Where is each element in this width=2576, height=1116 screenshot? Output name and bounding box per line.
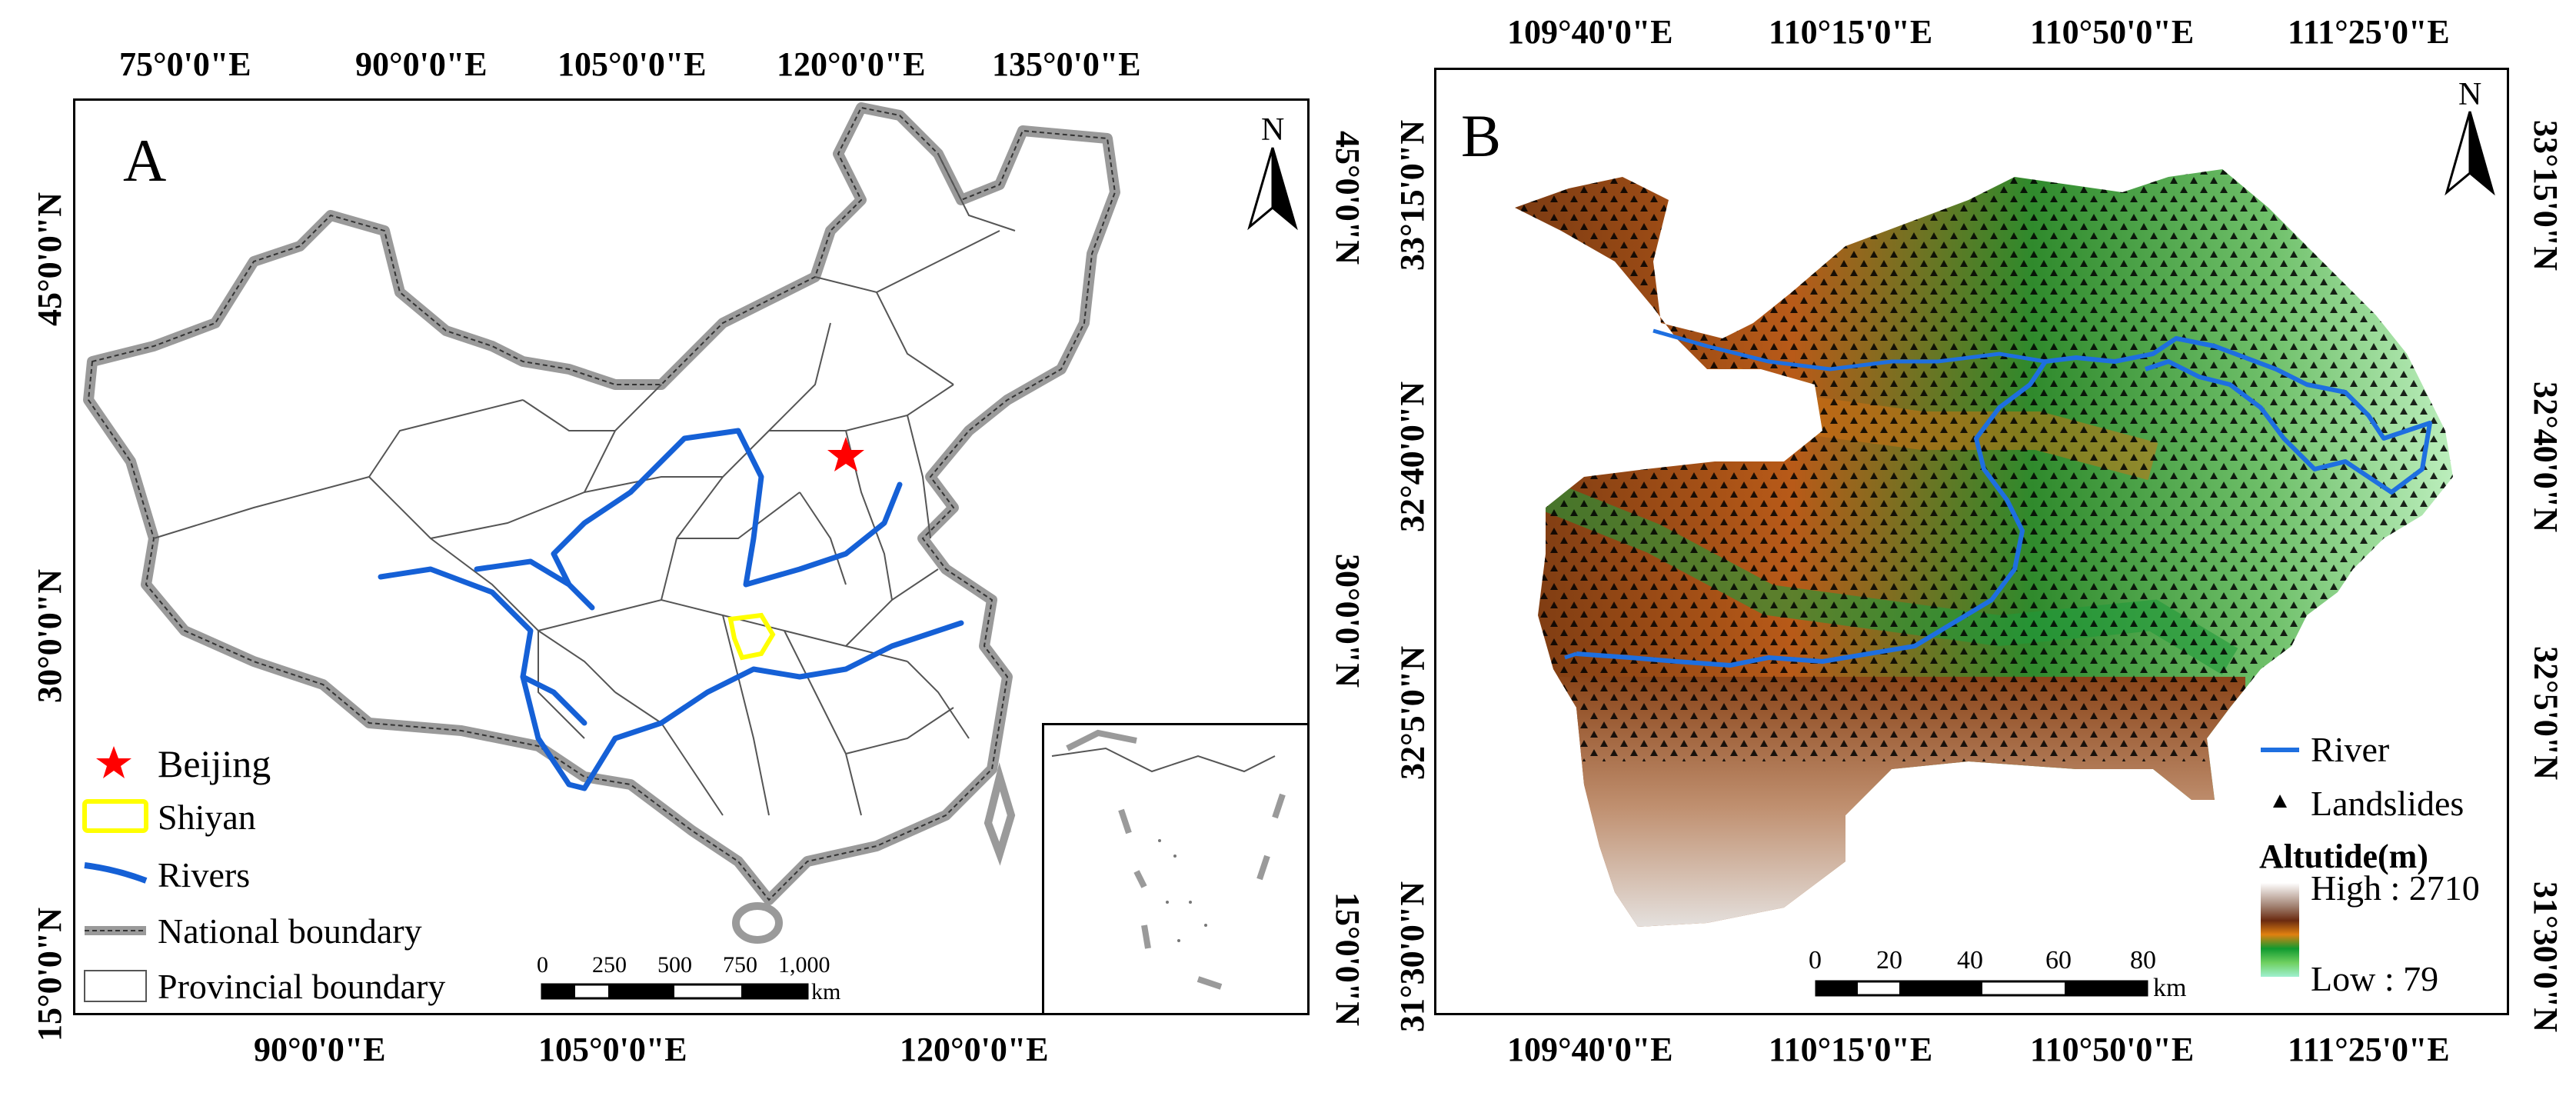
legend-river-label: River — [2311, 730, 2390, 769]
panel-a-scale-label: 1,000 — [778, 952, 830, 978]
panel-b-letter: B — [1461, 102, 1502, 169]
panel-b-scale-label: 40 — [1957, 946, 1983, 974]
panel-a-scale-label: 0 — [537, 952, 548, 978]
shiyan-polygon — [727, 612, 776, 661]
panel-b-top-tick: 109°40'0"E — [1507, 13, 1673, 51]
legend-shiyan-label: Shiyan — [158, 798, 256, 837]
provincial-boundaries — [153, 153, 1016, 816]
panel-a-bottom-tick: 90°0'0"E — [254, 1031, 386, 1068]
panel-a-top-tick: 90°0'0"E — [355, 45, 488, 83]
rivers — [378, 428, 964, 791]
panel-a-north-label: N — [1261, 112, 1285, 148]
legend-altitude-low: Low : 79 — [2311, 959, 2439, 998]
panel-a-scale-unit: km — [811, 979, 841, 1004]
legend-beijing-star-icon — [96, 746, 131, 778]
legend-provincial-boundary-icon — [84, 970, 147, 1002]
panel-a-letter: A — [123, 127, 167, 194]
legend-provincial-boundary-label: Provincial boundary — [158, 967, 446, 1006]
legend-national-boundary-label: National boundary — [158, 911, 422, 951]
panel-b-top-tick: 110°15'0"E — [1769, 13, 1933, 51]
legend-shiyan-icon — [82, 799, 148, 833]
altitude-color-ramp — [2261, 883, 2299, 977]
panel-a-scale-label: 500 — [657, 952, 692, 978]
panel-b-river-line — [1576, 336, 2432, 668]
panel-b-scale-unit: km — [2153, 974, 2187, 1002]
panel-a-top-tick: 105°0'0"E — [557, 45, 707, 83]
panel-b-scale-label: 0 — [1809, 946, 1822, 974]
beijing-star — [827, 437, 864, 471]
panel-b-bottom-tick: 109°40'0"E — [1507, 1031, 1673, 1068]
panel-b-bottom-tick: 110°50'0"E — [2030, 1031, 2195, 1068]
nine-dash-line — [1118, 793, 1286, 990]
panel-b-bottom-tick: 111°25'0"E — [2288, 1031, 2450, 1068]
panel-b-scale-label: 60 — [2045, 946, 2072, 974]
panel-a-top-tick: 75°0'0"E — [119, 45, 251, 83]
panel-a-top-tick: 135°0'0"E — [992, 45, 1141, 83]
legend-rivers-icon — [84, 862, 148, 884]
panel-b-scale-label: 80 — [2130, 946, 2156, 974]
legend-rivers-label: Rivers — [158, 855, 251, 894]
panel-a-top-tick: 120°0'0"E — [777, 45, 926, 83]
south-china-sea-inset — [1042, 723, 1310, 1015]
panel-a-bottom-tick: 120°0'0"E — [900, 1031, 1049, 1068]
panel-b-scale-label: 20 — [1876, 946, 1902, 974]
panel-b-top-tick: 110°50'0"E — [2030, 13, 2195, 51]
panel-a-scale-label: 750 — [723, 952, 757, 978]
legend-landslides-label: Landslides — [2311, 784, 2465, 823]
legend-altitude-high: High : 2710 — [2311, 868, 2480, 908]
panel-b-bottom-tick: 110°15'0"E — [1769, 1031, 1933, 1068]
legend-landslide-icon — [2273, 795, 2287, 808]
legend-beijing-label: Beijing — [158, 742, 271, 785]
panel-a-scale-label: 250 — [592, 952, 627, 978]
panel-b-north-label: N — [2458, 77, 2482, 112]
legend-altitude-title: Altutide(m) — [2259, 838, 2428, 875]
panel-a-bottom-tick: 105°0'0"E — [538, 1031, 687, 1068]
panel-b-top-tick: 111°25'0"E — [2288, 13, 2450, 51]
